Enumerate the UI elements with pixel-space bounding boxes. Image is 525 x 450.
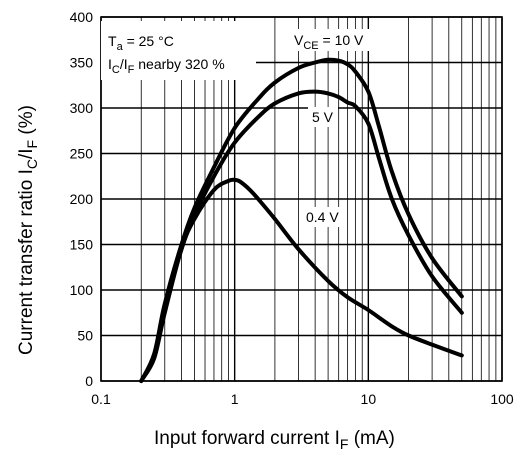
y-tick-label: 300 (70, 100, 94, 116)
condition-temperature: Ta = 25 °C (108, 33, 174, 53)
x-tick-label: 0.1 (91, 391, 111, 407)
y-axis-ticks: 0 50 100 150 200 250 300 350 400 (70, 9, 94, 389)
series-label-text: 5 V (312, 109, 334, 125)
series-label-0-4v: 0.4 V (302, 207, 342, 227)
condition-ctr-rank: IC/IF nearby 320 % (108, 56, 225, 76)
plot-area (100, 16, 503, 382)
conditions-box: Ta = 25 °C IC/IF nearby 320 % (101, 21, 256, 80)
series-label-5v: 5 V (308, 107, 338, 127)
series-line-3 (139, 177, 464, 383)
x-tick-label: 1 (231, 391, 239, 407)
series-label-text: 0.4 V (306, 209, 339, 225)
series-lines (139, 57, 464, 383)
y-tick-label: 0 (85, 373, 93, 389)
series-label-text: VCE = 10 V (294, 32, 364, 52)
y-tick-label: 400 (70, 9, 94, 25)
y-tick-label: 250 (70, 146, 94, 162)
y-tick-label: 50 (77, 328, 93, 344)
x-tick-label: 10 (361, 391, 377, 407)
x-axis-title: Input forward current IF (mA) (154, 428, 395, 450)
x-tick-label: 100 (490, 391, 514, 407)
series-label-vce-10: VCE = 10 V (290, 29, 382, 52)
x-axis-ticks: 0.1 1 10 100 (91, 391, 514, 407)
y-tick-label: 200 (70, 191, 94, 207)
y-tick-label: 100 (70, 282, 94, 298)
y-tick-label: 150 (70, 237, 94, 253)
y-tick-label: 350 (70, 55, 94, 71)
y-axis-title: Current transfer ratio IC/IF (%) (16, 105, 40, 355)
